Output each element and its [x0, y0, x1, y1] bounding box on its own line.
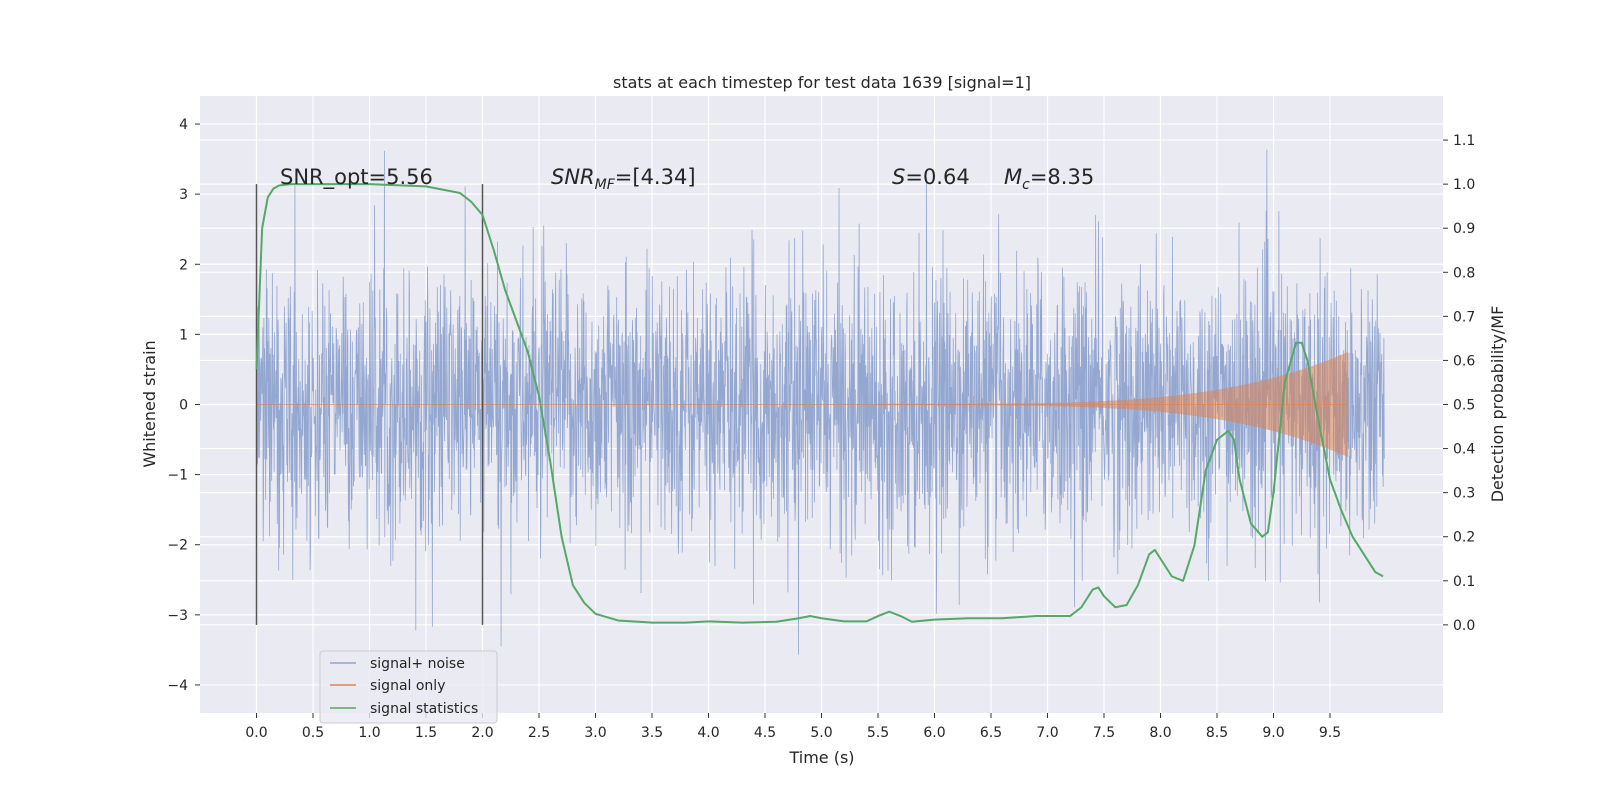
y-left-tick-label: −1 [167, 468, 188, 484]
y-left-tick-label: 3 [179, 187, 188, 203]
annotation-mc: Mc=8.35 [1004, 165, 1094, 193]
y-axis-left-title: Whitened strain [140, 340, 159, 467]
x-tick-label: 5.0 [810, 725, 832, 741]
legend-label-signal-noise: signal+ noise [370, 656, 465, 672]
x-tick-label: 0.5 [302, 725, 324, 741]
y-left-tick-label: −3 [167, 608, 188, 624]
x-tick-label: 4.0 [697, 725, 719, 741]
y-right-tick-label: 0.5 [1453, 398, 1475, 414]
annotation-snr-mf: SNRMF=[4.34] [551, 165, 696, 193]
x-tick-label: 0.0 [245, 725, 267, 741]
y-left-tick-label: 4 [179, 117, 188, 133]
annotation-snr-mf-value: =[4.34] [615, 165, 696, 189]
y-right-tick-label: 0.2 [1453, 530, 1475, 546]
annotation-snr-mf-base: SNR [551, 165, 595, 189]
legend-label-signal-statistics: signal statistics [370, 701, 478, 717]
x-axis-title: Time (s) [788, 748, 854, 767]
y-axis-right-title: Detection probability/MF [1488, 306, 1507, 503]
y-right-tick-label: 0.8 [1453, 265, 1475, 281]
x-tick-label: 6.0 [923, 725, 945, 741]
y-right-tick-label: 0.0 [1453, 618, 1475, 634]
legend: signal+ noise signal only signal statist… [320, 651, 497, 723]
annotation-snr-mf-sub: MF [595, 177, 616, 193]
chart-title: stats at each timestep for test data 163… [613, 73, 1031, 92]
x-tick-label: 1.5 [415, 725, 437, 741]
annotation-s-base: S [892, 165, 905, 189]
annotation-mc-value: =8.35 [1030, 165, 1094, 189]
y-right-tick-label: 0.1 [1453, 574, 1475, 590]
y-left-tick-label: 1 [179, 327, 188, 343]
y-right-tick-label: 1.1 [1453, 133, 1475, 149]
x-tick-label: 7.0 [1036, 725, 1058, 741]
x-tick-label: 8.0 [1149, 725, 1171, 741]
x-tick-label: 3.0 [584, 725, 606, 741]
y-right-tick-label: 0.7 [1453, 309, 1475, 325]
x-tick-label: 7.5 [1093, 725, 1115, 741]
x-tick-label: 1.0 [358, 725, 380, 741]
x-tick-label: 2.5 [528, 725, 550, 741]
x-tick-label: 8.5 [1206, 725, 1228, 741]
y-left-tick-label: 2 [179, 257, 188, 273]
annotation-s: S=0.64 [892, 165, 970, 189]
x-tick-label: 9.0 [1262, 725, 1284, 741]
x-tick-label: 2.0 [471, 725, 493, 741]
x-tick-label: 5.5 [867, 725, 889, 741]
annotation-s-value: =0.64 [905, 165, 969, 189]
y-left-tick-label: −2 [167, 538, 188, 554]
y-left-tick-label: −4 [167, 678, 188, 694]
y-right-tick-label: 1.0 [1453, 177, 1475, 193]
x-tick-label: 6.5 [980, 725, 1002, 741]
x-tick-label: 4.5 [754, 725, 776, 741]
y-right-tick-label: 0.9 [1453, 221, 1475, 237]
annotation-snr-opt: SNR_opt=5.56 [280, 165, 433, 190]
y-right-tick-label: 0.6 [1453, 353, 1475, 369]
y-right-tick-label: 0.3 [1453, 486, 1475, 502]
x-tick-label: 3.5 [641, 725, 663, 741]
y-right-tick-label: 0.4 [1453, 442, 1475, 458]
annotation-mc-base: M [1004, 165, 1022, 189]
y-left-tick-label: 0 [179, 398, 188, 414]
x-tick-label: 9.5 [1319, 725, 1341, 741]
legend-label-signal-only: signal only [370, 678, 445, 694]
